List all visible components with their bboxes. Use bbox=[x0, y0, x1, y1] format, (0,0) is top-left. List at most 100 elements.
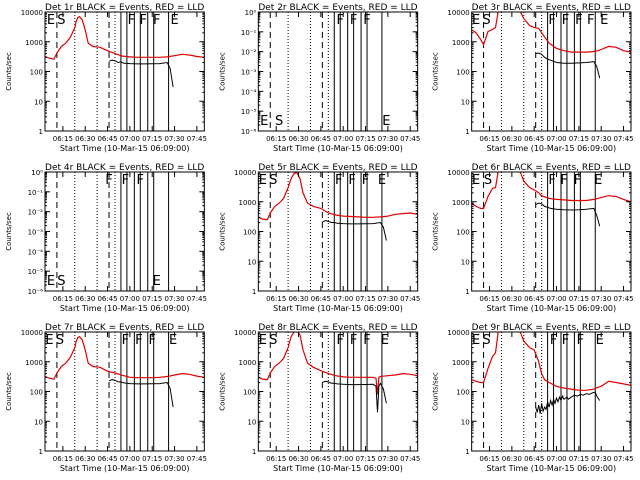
y-tick-label: 1000 bbox=[452, 359, 470, 367]
x-tick-label: 07:00 bbox=[546, 455, 566, 463]
y-tick-label: 100 bbox=[456, 229, 469, 237]
flag-label: F bbox=[336, 13, 343, 28]
series bbox=[471, 172, 631, 227]
flag-label: F bbox=[135, 333, 142, 348]
x-axis-label: Start Time (10-Mar-15 06:09:00) bbox=[273, 464, 403, 473]
y-tick-label: 10⁻³ bbox=[28, 229, 44, 237]
y-tick-label: 10 bbox=[461, 98, 470, 106]
y-axis-label: Counts/sec bbox=[432, 212, 440, 251]
x-tick-label: 07:15 bbox=[569, 455, 589, 463]
x-tick-label: 06:15 bbox=[53, 295, 73, 303]
flag-label: F bbox=[137, 173, 144, 188]
y-tick-label: 100 bbox=[243, 389, 256, 397]
plot-frame bbox=[471, 171, 632, 292]
guide-lines bbox=[56, 332, 170, 451]
y-tick-label: 10000 bbox=[447, 9, 469, 17]
x-tick-label: 07:15 bbox=[355, 295, 375, 303]
guide-lines bbox=[269, 172, 383, 291]
series bbox=[45, 15, 205, 88]
x-tick-label: 07:15 bbox=[142, 135, 162, 143]
flag-label: E bbox=[47, 274, 55, 289]
x-tick-label: 06:45 bbox=[524, 455, 544, 463]
flag-label: E bbox=[596, 333, 604, 348]
y-tick-label: 10⁻⁶ bbox=[28, 288, 44, 296]
flag-label: F bbox=[575, 13, 582, 28]
x-tick-label: 07:45 bbox=[187, 455, 207, 463]
plot-frame bbox=[44, 171, 205, 292]
y-tick-label: 10 bbox=[247, 258, 256, 266]
flag-label: F bbox=[550, 333, 557, 348]
x-tick-label: 06:30 bbox=[75, 295, 95, 303]
x-tick-label: 07:45 bbox=[400, 295, 420, 303]
guide-lines bbox=[483, 172, 596, 291]
x-tick-label: 06:15 bbox=[266, 135, 286, 143]
flag-label: S bbox=[56, 333, 64, 348]
flag-label: E bbox=[382, 114, 390, 129]
plot-frame bbox=[44, 11, 205, 132]
flag-label: S bbox=[275, 114, 283, 129]
flag-label: S bbox=[482, 13, 490, 28]
series bbox=[471, 12, 631, 79]
x-tick-label: 06:15 bbox=[266, 295, 286, 303]
x-tick-label: 07:45 bbox=[613, 295, 633, 303]
panel-title: Det 3r BLACK = Events, RED = LLD bbox=[472, 3, 631, 13]
y-tick-label: 10⁻⁶ bbox=[241, 128, 257, 136]
guide-lines bbox=[56, 172, 170, 291]
y-axis-label: Counts/sec bbox=[218, 212, 226, 251]
x-tick-label: 06:30 bbox=[288, 295, 308, 303]
flag-label: F bbox=[335, 173, 342, 188]
y-tick-label: 10000 bbox=[447, 169, 469, 177]
flag-label: F bbox=[548, 13, 555, 28]
x-tick-label: 06:30 bbox=[288, 135, 308, 143]
y-tick-label: 10000 bbox=[234, 169, 256, 177]
y-tick-label: 1000 bbox=[25, 359, 43, 367]
guide-lines bbox=[483, 12, 596, 131]
x-tick-label: 06:15 bbox=[479, 295, 499, 303]
flag-label: F bbox=[574, 173, 581, 188]
y-tick-label: 10000 bbox=[234, 329, 256, 337]
y-axis-label: Counts/sec bbox=[5, 212, 13, 251]
events-series-line bbox=[322, 380, 387, 413]
x-tick-label: 07:30 bbox=[378, 135, 398, 143]
x-tick-label: 07:30 bbox=[378, 295, 398, 303]
panel-title: Det 7r BLACK = Events, RED = LLD bbox=[45, 323, 204, 333]
y-tick-label: 1 bbox=[465, 448, 469, 456]
x-tick-label: 07:00 bbox=[333, 135, 353, 143]
flag-label: F bbox=[122, 173, 129, 188]
events-series-line bbox=[535, 391, 601, 414]
y-tick-label: 10000 bbox=[447, 329, 469, 337]
y-axis-label: Counts/sec bbox=[218, 52, 226, 91]
plot-frame bbox=[257, 331, 419, 452]
flag-label: E bbox=[259, 173, 267, 188]
flag-label: E bbox=[381, 333, 389, 348]
flag-label: F bbox=[122, 333, 129, 348]
y-tick-label: 1 bbox=[252, 448, 256, 456]
events-series-line bbox=[535, 202, 601, 227]
y-axis-label: Counts/sec bbox=[432, 372, 440, 411]
panel-title: Det 6r BLACK = Events, RED = LLD bbox=[472, 163, 631, 173]
panel-title: Det 8r BLACK = Events, RED = LLD bbox=[258, 323, 417, 333]
y-tick-label: 1000 bbox=[239, 199, 257, 207]
x-axis-label: Start Time (10-Mar-15 06:09:00) bbox=[273, 304, 403, 313]
x-axis-label: Start Time (10-Mar-15 06:09:00) bbox=[487, 464, 617, 473]
y-tick-label: 10⁻³ bbox=[241, 69, 257, 77]
flag-label: E bbox=[45, 333, 53, 348]
plot-frame bbox=[44, 331, 205, 452]
panel-title: Det 1r BLACK = Events, RED = LLD bbox=[45, 3, 204, 13]
y-tick-label: 10⁰ bbox=[31, 169, 43, 177]
y-tick-label: 1000 bbox=[452, 199, 470, 207]
y-tick-label: 10 bbox=[34, 98, 43, 106]
panel-title: Det 2r BLACK = Events, RED = LLD bbox=[258, 3, 417, 13]
flag-label: E bbox=[594, 173, 602, 188]
x-tick-label: 07:00 bbox=[120, 135, 140, 143]
y-tick-label: 100 bbox=[30, 389, 43, 397]
flag-label: E bbox=[600, 13, 608, 28]
x-tick-label: 06:30 bbox=[502, 135, 522, 143]
flag-label: F bbox=[562, 13, 569, 28]
flag-label: E bbox=[378, 173, 386, 188]
x-tick-label: 07:15 bbox=[355, 455, 375, 463]
